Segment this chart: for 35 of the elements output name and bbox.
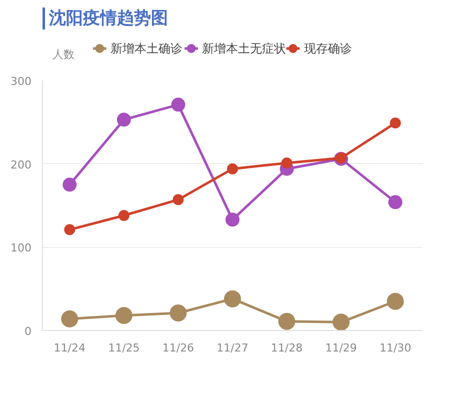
legend-label: 新增本土无症状	[202, 42, 286, 56]
point	[172, 194, 184, 206]
point	[116, 112, 131, 127]
point	[171, 98, 186, 112]
legend-label: 现存确诊	[304, 42, 352, 56]
y-tick-label: 300	[10, 75, 32, 88]
point	[278, 312, 296, 330]
point	[224, 290, 241, 308]
point	[64, 224, 76, 236]
point	[281, 158, 292, 168]
point	[118, 210, 130, 221]
point	[227, 163, 238, 174]
point	[388, 195, 402, 210]
chart-title: 沈阳疫情趋势图	[48, 8, 168, 28]
x-tick-label: 11/25	[108, 342, 140, 354]
y-tick-label: 200	[10, 158, 32, 172]
point	[332, 314, 350, 330]
y-tick-label: 0	[24, 325, 32, 338]
x-tick-label: 11/27	[216, 342, 248, 354]
point	[170, 304, 187, 322]
x-tick-label: 11/28	[270, 342, 303, 354]
x-tick-label: 11/30	[380, 342, 412, 354]
y-tick-label: 100	[10, 242, 32, 255]
point	[61, 310, 78, 328]
point	[62, 178, 77, 192]
point	[226, 212, 240, 227]
point	[336, 152, 347, 164]
legend-label: 新增本土确诊	[110, 42, 183, 56]
point	[386, 292, 404, 310]
y-axis-title: 人数	[52, 48, 75, 61]
x-tick-label: 11/29	[325, 342, 357, 354]
point	[115, 307, 132, 324]
x-tick-label: 11/26	[162, 342, 194, 354]
point	[390, 118, 401, 128]
x-tick-label: 11/24	[54, 342, 86, 354]
